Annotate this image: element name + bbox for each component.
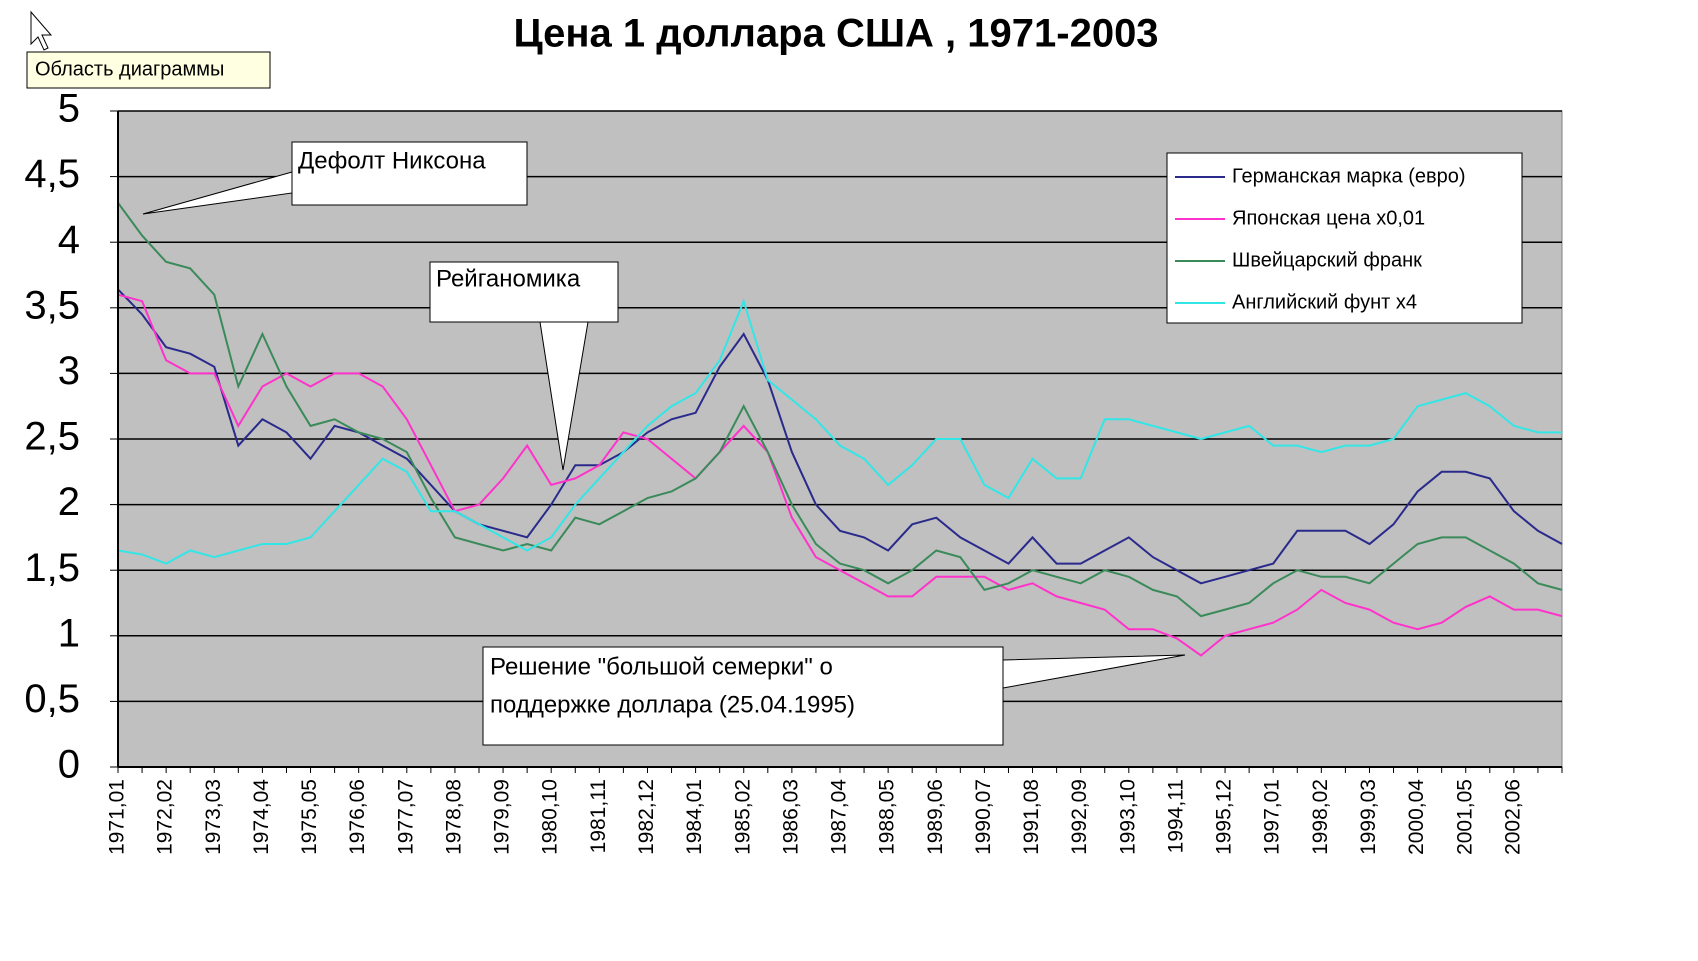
y-tick-label: 3 [58, 349, 80, 393]
tooltip-box [26, 51, 271, 89]
x-tick-label: 1993,10 [1116, 779, 1139, 855]
x-tick-label: 1995,12 [1213, 779, 1236, 855]
callout-box [291, 141, 528, 206]
x-tick-label: 1982,12 [635, 779, 658, 855]
y-tick-label: 2 [58, 480, 80, 524]
y-tick-label: 4 [58, 218, 80, 262]
y-tick-label: 0,5 [24, 677, 80, 721]
legend [1166, 152, 1523, 324]
y-tick-label: 1 [58, 611, 80, 655]
x-tick-label: 1975,05 [298, 779, 321, 855]
y-tick-label: 5 [58, 87, 80, 131]
x-tick-label: 1978,08 [442, 779, 465, 855]
callout-box [429, 261, 619, 323]
series [117, 202, 1563, 657]
x-tick-label: 1998,02 [1309, 779, 1332, 855]
tooltip: Область диаграммы [35, 58, 224, 80]
x-tick-label: 2000,04 [1405, 779, 1428, 855]
x-tick-label: 1990,07 [972, 779, 995, 855]
legend-label: Германская марка (евро) [1232, 165, 1466, 187]
x-tick-label: 1997,01 [1261, 779, 1284, 855]
y-tick-label: 1,5 [24, 546, 80, 590]
y-tick-label: 4,5 [24, 152, 80, 196]
x-tick-label: 1974,04 [250, 779, 273, 855]
x-tick-label: 1979,09 [491, 779, 514, 855]
x-tick-label: 1972,02 [154, 779, 177, 855]
x-tick-label: 2002,06 [1501, 779, 1524, 855]
x-tick-label: 1987,04 [828, 779, 851, 855]
x-tick-label: 1989,06 [924, 779, 947, 855]
y-tick-label: 2,5 [24, 415, 80, 459]
legend-label: Швейцарский франк [1232, 249, 1422, 271]
x-tick-label: 1980,10 [539, 779, 562, 855]
x-tick-label: 1977,07 [394, 779, 417, 855]
x-tick-label: 1992,09 [1068, 779, 1091, 855]
x-tick-label: 1986,03 [779, 779, 802, 855]
legend-label: Японская цена х0,01 [1232, 207, 1425, 229]
annotation: Рейганомика [436, 265, 581, 292]
x-tick-label: 1988,05 [876, 779, 899, 855]
x-tick-label: 2001,05 [1453, 779, 1476, 855]
series-line [117, 293, 1563, 657]
x-tick-label: 1994,11 [1164, 779, 1187, 853]
annotation: поддержке доллара (25.04.1995) [490, 691, 855, 718]
y-tick-label: 0 [58, 743, 80, 787]
cursor [30, 10, 53, 51]
x-tick-label: 1973,03 [202, 779, 225, 855]
x-tick-label: 1971,01 [106, 779, 129, 855]
x-tick-label: 1981,11 [587, 779, 610, 853]
series-line [117, 202, 1563, 618]
x-tick-label: 1985,02 [731, 779, 754, 855]
annotations [142, 141, 1186, 746]
annotation: Решение "большой семерки" о [490, 653, 833, 680]
chart-title: Цена 1 доллара США , 1971-2003 [513, 12, 1158, 56]
callout-box [482, 646, 1004, 746]
annotation: Дефолт Никсона [298, 147, 486, 174]
y-tick-label: 3,5 [24, 283, 80, 327]
legend-label: Английский фунт х4 [1232, 291, 1417, 313]
series-line [117, 298, 1562, 565]
x-tick-label: 1999,03 [1357, 779, 1380, 855]
x-tick-label: 1991,08 [1020, 779, 1043, 855]
x-tick-label: 1984,01 [683, 779, 706, 855]
x-tick-label: 1976,06 [346, 779, 369, 855]
